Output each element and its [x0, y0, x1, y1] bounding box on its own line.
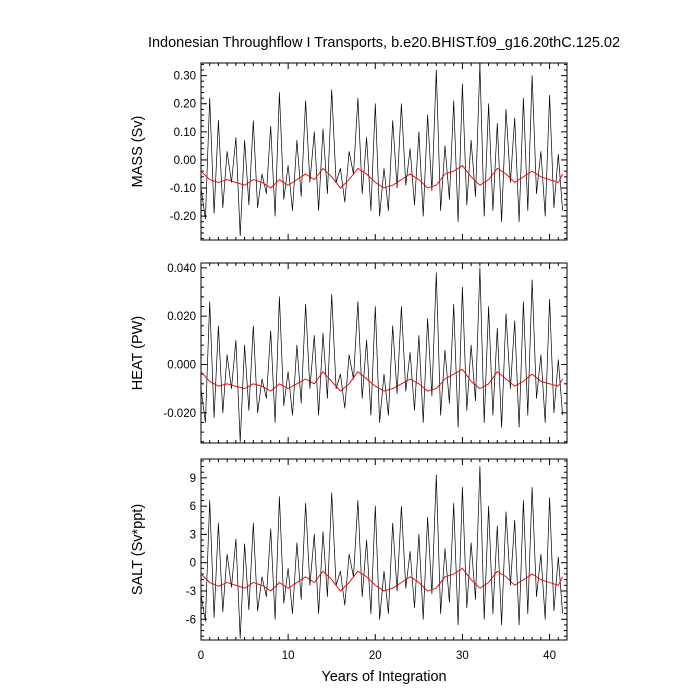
mass-y-tick-label: 0.20 [174, 99, 196, 111]
x-axis-label: Years of Integration [321, 669, 446, 685]
chart-title: Indonesian Throughflow I Transports, b.e… [148, 35, 620, 51]
mass-y-tick-label: -0.20 [170, 211, 196, 223]
salt-smoothed-series [200, 567, 564, 592]
heat-plot-frame [200, 262, 568, 444]
x-tick-label: 10 [282, 650, 295, 662]
x-tick-label: 40 [543, 650, 556, 662]
x-tick-label: 20 [369, 650, 382, 662]
salt-y-tick-label: 9 [190, 473, 196, 485]
heat-y-axis-label: HEAT (PW) [130, 316, 146, 390]
mass-y-tick-label: -0.10 [170, 183, 196, 195]
mass-y-tick-label: 0.00 [174, 155, 196, 167]
salt-y-tick-label: 6 [190, 501, 196, 513]
mass-y-tick-label: 0.10 [174, 127, 196, 139]
mass-y-tick-label: 0.30 [174, 71, 196, 83]
heat-panel: 0.040 0.020 0.000 -0.020 HEAT (PW) [130, 262, 568, 444]
salt-raw-series [200, 466, 563, 639]
heat-y-tick-label: 0.020 [167, 311, 196, 323]
heat-y-tick-label: -0.020 [163, 408, 196, 420]
salt-y-axis-label: SALT (Sv*ppt) [130, 504, 146, 595]
mass-raw-series [200, 64, 563, 237]
heat-raw-series [200, 267, 563, 443]
salt-y-tick-label: -6 [186, 614, 196, 626]
x-tick-label: 30 [456, 650, 469, 662]
mass-panel: 0.30 0.20 0.10 0.00 -0.10 -0.20 MASS (Sv) [130, 62, 568, 241]
mass-smoothed-series [200, 165, 564, 189]
mass-y-axis-label: MASS (Sv) [130, 116, 146, 188]
x-tick-label: 0 [198, 650, 204, 662]
heat-y-tick-label: 0.040 [167, 263, 196, 275]
heat-smoothed-series [200, 368, 563, 392]
heat-y-tick-label: 0.000 [167, 359, 196, 371]
salt-y-tick-label: 0 [190, 558, 196, 570]
salt-plot-frame [200, 458, 568, 641]
salt-y-tick-label: 3 [190, 529, 196, 541]
salt-y-tick-label: -3 [186, 586, 196, 598]
mass-plot-frame [200, 62, 568, 241]
